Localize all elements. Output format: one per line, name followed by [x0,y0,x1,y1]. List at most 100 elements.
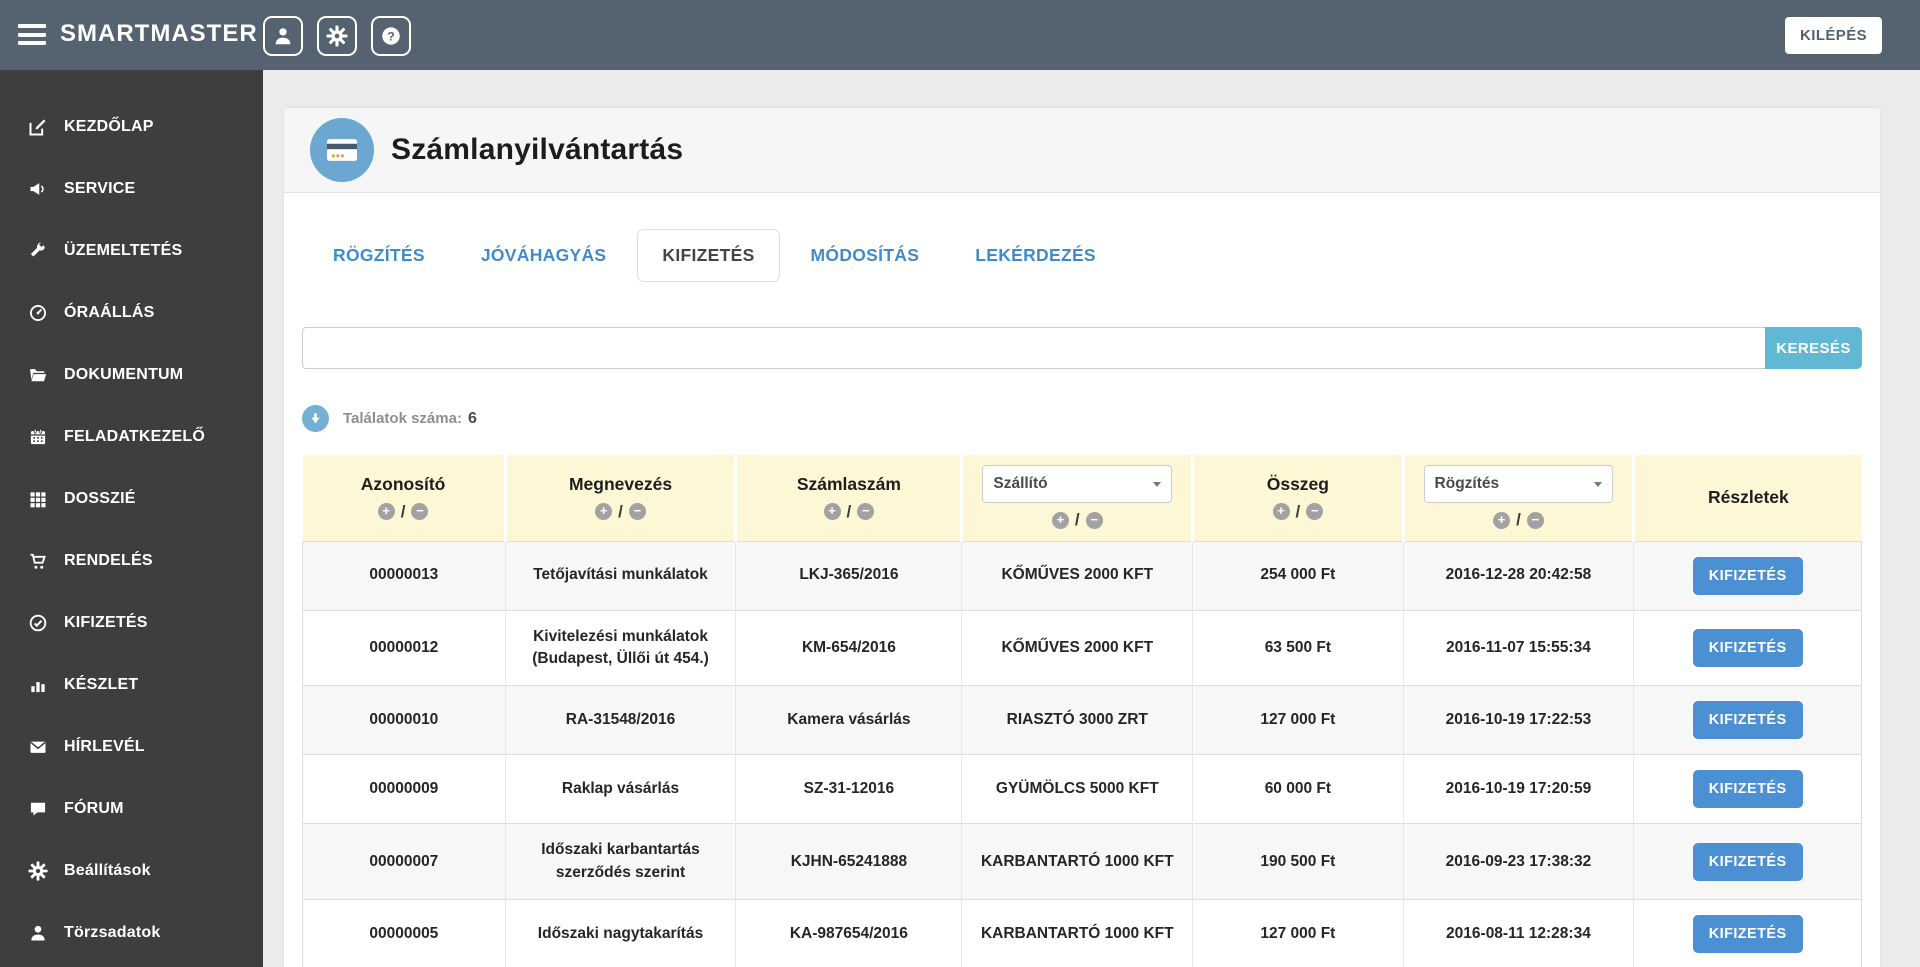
sidebar-item-uzemeltetes[interactable]: ÜZEMELTETÉS [0,220,263,282]
sort-asc-button[interactable]: + [1493,511,1511,529]
filter-select-rogzites[interactable]: Rögzítés [1423,465,1614,504]
cell-reszletek: KIFIZETÉS [1633,685,1862,755]
sidebar-item-keszlet[interactable]: KÉSZLET [0,654,263,716]
filter-select-szallito[interactable]: Szállító [982,465,1173,504]
page-title: Számlanyilvántartás [391,133,684,166]
sort-desc-button[interactable]: − [857,503,875,521]
sidebar-item-beallitasok[interactable]: Beállítások [0,840,263,902]
table-row: 00000012 Kivitelezési munkálatok (Budapes… [302,609,1862,686]
sort-desc-button[interactable]: − [628,503,646,521]
sort-asc-button[interactable]: + [595,503,613,521]
page-header: Számlanyilvántartás [284,108,1880,193]
table-row: 00000013 Tetőjavítási munkálatok LKJ-365/2… [302,540,1862,610]
tab-modositas[interactable]: MÓDOSÍTÁS [786,229,945,282]
cell-rogzites: 2016-09-23 17:38:32 [1402,823,1634,900]
cell-rogzites: 2016-10-19 17:22:53 [1402,685,1634,755]
edit-icon [26,117,50,137]
column-label: Összeg [1266,473,1329,494]
sort-controls: + / − [595,502,646,522]
cell-szallito: KŐMŰVES 2000 KFT [961,609,1193,686]
sort-asc-button[interactable]: + [1272,503,1290,521]
cell-megnevezes: Tetőjavítási munkálatok [504,540,736,610]
column-label: Megnevezés [568,473,673,494]
sidebar-item-hirlevel[interactable]: HÍRLEVÉL [0,716,263,778]
cell-rogzites: 2016-08-11 12:28:34 [1402,899,1634,967]
sidebar-item-kezdolap[interactable]: KEZDŐLAP [0,96,263,158]
filter-select-value: Rögzítés [1434,475,1500,493]
sidebar-item-label: HÍRLEVÉL [64,738,145,755]
cell-osszeg: 254 000 Ft [1192,540,1404,610]
cell-megnevezes: Időszaki nagytakarítás [504,899,736,967]
cell-reszletek: KIFIZETÉS [1633,540,1862,610]
search-button[interactable]: KERESÉS [1765,327,1862,369]
tab-jovahagyas[interactable]: JÓVÁHAGYÁS [456,229,632,282]
sidebar-item-rendeles[interactable]: RENDELÉS [0,530,263,592]
sidebar-item-torzsadatok[interactable]: Törzsadatok [0,902,263,964]
topbar-icon-buttons: ? [263,16,411,56]
menu-icon[interactable] [18,24,48,46]
kifizetes-button[interactable]: KIFIZETÉS [1692,628,1803,667]
cell-azonosito: 00000013 [302,540,506,610]
wrench-icon [26,241,50,261]
column-label: Részletek [1708,487,1789,508]
column-header-reszletek: Részletek [1632,455,1862,541]
column-header-szallito: Szállító + / − [960,455,1193,541]
help-button[interactable]: ? [371,16,411,56]
sort-controls: + / − [823,502,875,522]
sort-asc-button[interactable]: + [1051,511,1069,529]
sort-desc-button[interactable]: − [1085,511,1103,529]
grid-icon [26,489,50,509]
sort-controls: + / − [1272,501,1324,522]
envelope-icon [26,737,50,757]
sort-desc-button[interactable]: − [1306,503,1324,521]
kifizetes-button[interactable]: KIFIZETÉS [1692,915,1803,954]
cell-reszletek: KIFIZETÉS [1633,609,1862,686]
kifizetes-button[interactable]: KIFIZETÉS [1692,556,1803,595]
bar-chart-icon [26,675,50,695]
sort-asc-button[interactable]: + [377,503,395,521]
column-header-rogzites: Rögzítés + / − [1401,455,1634,541]
sort-controls: + / − [377,502,429,522]
cell-megnevezes: Időszaki karbantartás szerződés szerint [504,823,736,900]
sidebar-item-dokumentum[interactable]: DOKUMENTUM [0,344,263,406]
column-header-szamlaszam: Számlaszám + / − [734,455,962,541]
cell-reszletek: KIFIZETÉS [1633,754,1862,824]
cell-szallito: GYÜMÖLCS 5000 KFT [961,754,1193,824]
sidebar-item-dosszie[interactable]: DOSSZIÉ [0,468,263,530]
sort-separator: / [1295,501,1301,521]
table-row: 00000009 Raklap vásárlás SZ-31-12016 GYÜMÖL… [302,754,1862,824]
cell-osszeg: 63 500 Ft [1192,609,1404,686]
arrow-down-circle-icon [302,405,329,432]
sort-asc-button[interactable]: + [823,503,841,521]
gear-button[interactable] [317,16,357,56]
sidebar-item-forum[interactable]: FÓRUM [0,778,263,840]
chevron-down-icon [1153,481,1162,487]
search-input[interactable] [302,327,1765,369]
sort-desc-button[interactable]: − [1526,511,1544,529]
help-icon: ? [380,25,402,47]
logout-button[interactable]: KILÉPÉS [1785,17,1882,54]
tab-kifizetes[interactable]: KIFIZETÉS [637,229,780,282]
user-button[interactable] [263,16,303,56]
svg-text:?: ? [387,30,395,44]
search-row: KERESÉS [302,327,1862,369]
cell-szamlaszam: Kamera vásárlás [735,685,962,755]
tab-lekerdezes[interactable]: LEKÉRDEZÉS [950,229,1121,282]
sidebar-item-label: DOSSZIÉ [64,490,136,507]
kifizetes-button[interactable]: KIFIZETÉS [1692,770,1803,809]
sidebar-item-service[interactable]: SERVICE [0,158,263,220]
sidebar-item-label: ÜZEMELTETÉS [64,242,183,259]
sidebar-item-label: KEZDŐLAP [64,118,154,135]
sidebar-item-oraallas[interactable]: ÓRAÁLLÁS [0,282,263,344]
content-card: Számlanyilvántartás RÖGZÍTÉS JÓVÁHAGYÁS KI… [284,108,1880,967]
cell-azonosito: 00000010 [302,685,506,755]
sort-desc-button[interactable]: − [411,503,429,521]
sidebar-item-feladatkezelo[interactable]: FELADATKEZELŐ [0,406,263,468]
sidebar-item-kifizetes[interactable]: KIFIZETÉS [0,592,263,654]
kifizetes-button[interactable]: KIFIZETÉS [1692,701,1803,740]
tab-rogzites[interactable]: RÖGZÍTÉS [308,229,450,282]
sidebar-item-label: FELADATKEZELŐ [64,428,205,445]
cell-azonosito: 00000005 [302,899,506,967]
kifizetes-button[interactable]: KIFIZETÉS [1692,842,1803,881]
cell-megnevezes: Kivitelezési munkálatok (Budapest, Üllői… [504,609,736,686]
